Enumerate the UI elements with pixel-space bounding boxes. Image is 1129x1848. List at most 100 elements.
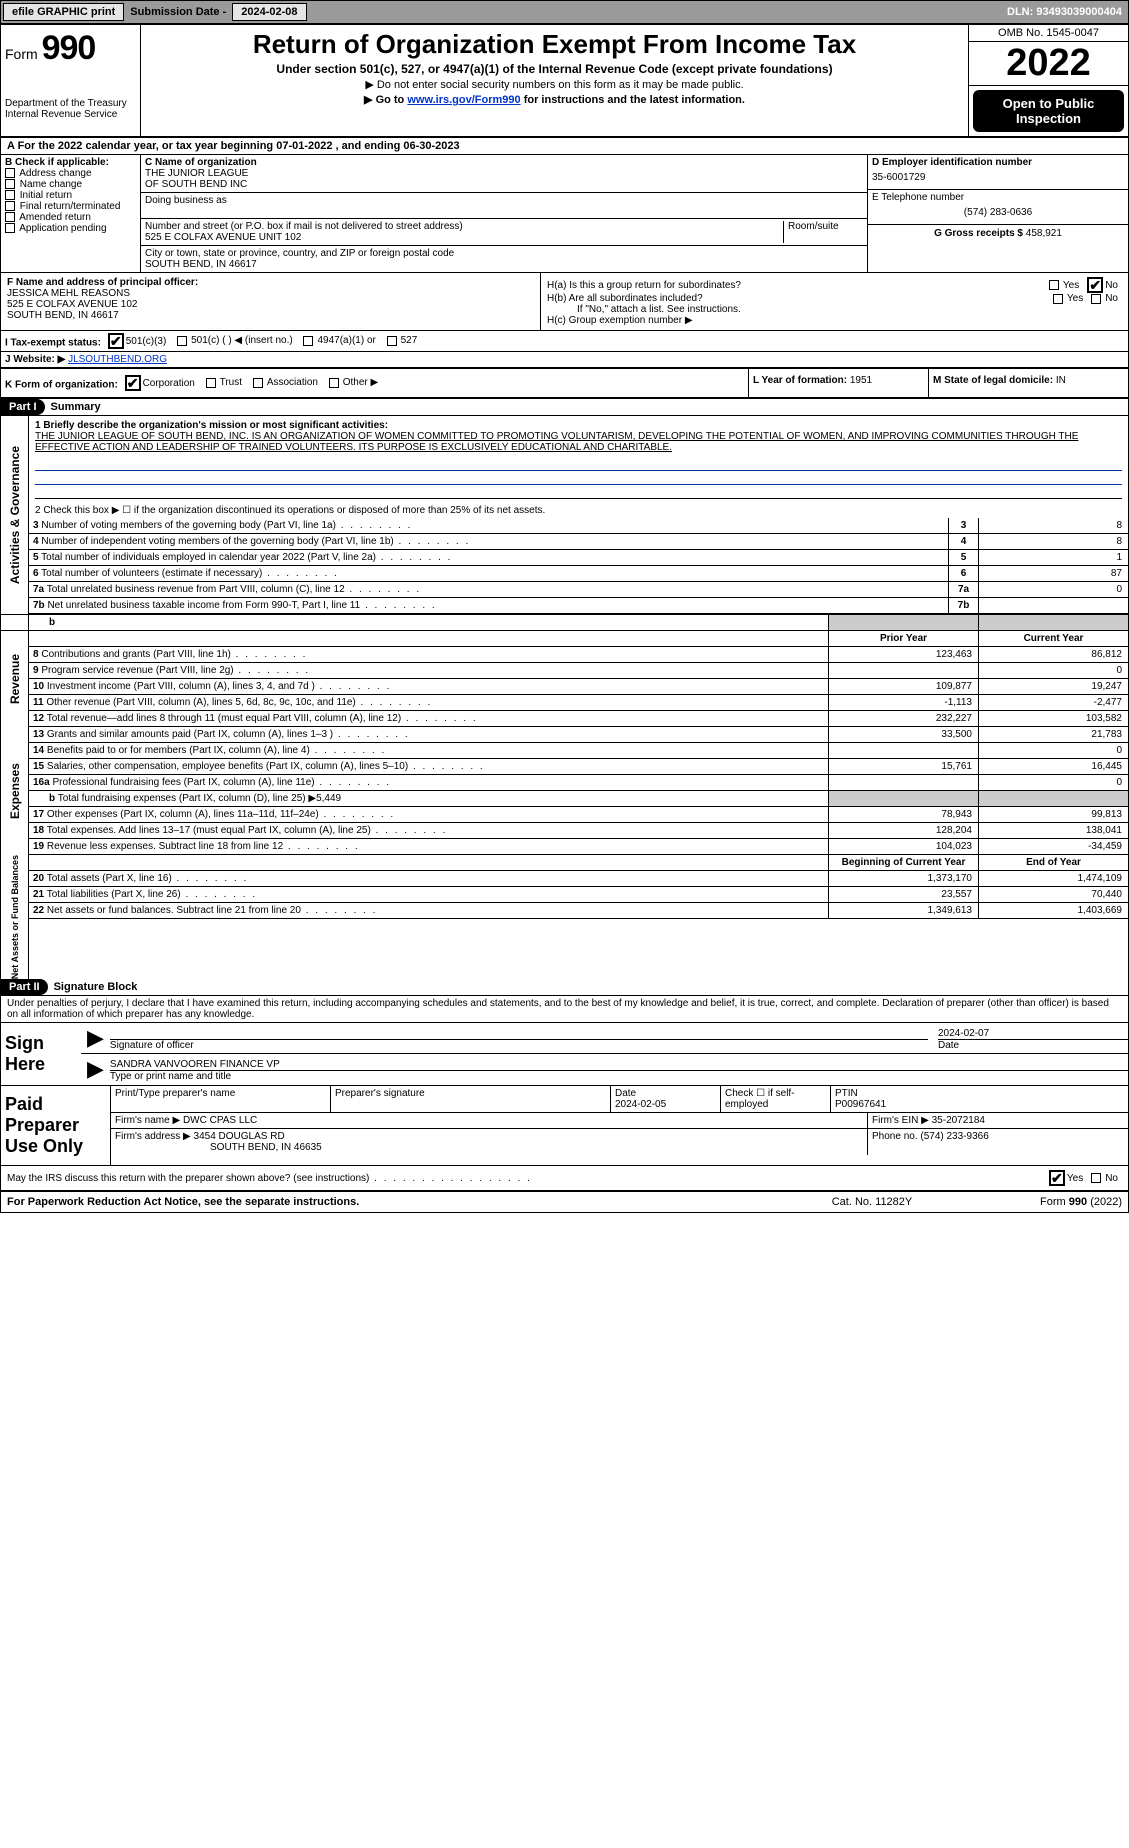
irs: Internal Revenue Service — [5, 109, 136, 120]
part1-bar: Part I Summary — [1, 399, 1128, 416]
submission-date-button[interactable]: 2024-02-08 — [232, 3, 306, 21]
website-link[interactable]: JLSOUTHBEND.ORG — [68, 354, 167, 365]
row-22: 22 Net assets or fund balances. Subtract… — [29, 903, 1128, 919]
firm-ein: Firm's EIN ▶ 35-2072184 — [868, 1113, 1128, 1128]
chk-527[interactable]: 527 — [387, 335, 418, 346]
expenses-section: Expenses 13 Grants and similar amounts p… — [1, 727, 1128, 855]
mission-lines — [29, 457, 1128, 499]
org-name-label: C Name of organization — [145, 157, 863, 168]
ein-label: D Employer identification number — [872, 157, 1124, 168]
gov-row-6: 6 Total number of volunteers (estimate i… — [29, 566, 1128, 582]
officer-addr2: SOUTH BEND, IN 46617 — [7, 310, 534, 321]
chk-address-change[interactable]: Address change — [5, 168, 136, 179]
row-21: 21 Total liabilities (Part X, line 26)23… — [29, 887, 1128, 903]
box-c: C Name of organization THE JUNIOR LEAGUE… — [141, 155, 868, 272]
chk-corporation[interactable]: Corporation — [125, 375, 195, 391]
self-employed-chk[interactable]: Check ☐ if self-employed — [721, 1086, 831, 1112]
chk-amended-return[interactable]: Amended return — [5, 212, 136, 223]
city-label: City or town, state or province, country… — [145, 248, 863, 259]
chk-application-pending[interactable]: Application pending — [5, 223, 136, 234]
line-b: b — [29, 615, 828, 630]
paperwork-notice: For Paperwork Reduction Act Notice, see … — [7, 1196, 772, 1208]
discuss-text: May the IRS discuss this return with the… — [7, 1173, 369, 1184]
header-left: Form 990 Department of the Treasury Inte… — [1, 25, 141, 136]
paid-preparer-label: Paid Preparer Use Only — [1, 1086, 111, 1165]
revenue-section: Revenue Prior Year Current Year 8 Contri… — [1, 631, 1128, 727]
form-title: Return of Organization Exempt From Incom… — [149, 29, 960, 60]
chk-final-return[interactable]: Final return/terminated — [5, 201, 136, 212]
discuss-yes[interactable]: Yes — [1049, 1170, 1083, 1186]
sig-date: 2024-02-07 — [938, 1028, 1128, 1039]
chk-4947[interactable]: 4947(a)(1) or — [303, 335, 375, 346]
chk-initial-return[interactable]: Initial return — [5, 190, 136, 201]
paid-preparer-block: Paid Preparer Use Only Print/Type prepar… — [1, 1086, 1128, 1166]
efile-print-button[interactable]: efile GRAPHIC print — [3, 3, 124, 21]
irs-link[interactable]: www.irs.gov/Form990 — [407, 94, 520, 106]
submission-date-label: Submission Date - — [126, 6, 230, 18]
row-b: b Total fundraising expenses (Part IX, c… — [29, 791, 1128, 807]
section-fh: F Name and address of principal officer:… — [1, 273, 1128, 331]
ha-yes[interactable]: Yes — [1049, 280, 1079, 291]
room-suite-label: Room/suite — [783, 221, 863, 243]
city-state-zip: SOUTH BEND, IN 46617 — [145, 259, 863, 270]
perjury-text: Under penalties of perjury, I declare th… — [1, 996, 1128, 1023]
officer-printed-name: SANDRA VANVOOREN FINANCE VP — [110, 1059, 1128, 1070]
box-f: F Name and address of principal officer:… — [1, 273, 541, 330]
box-m: M State of legal domicile: IN — [928, 369, 1128, 397]
part2-bar: Part II Signature Block — [1, 979, 1128, 996]
cat-no: Cat. No. 11282Y — [772, 1196, 972, 1208]
signature-block: Sign Here ▶ Signature of officer 2024-02… — [1, 1023, 1128, 1086]
row-18: 18 Total expenses. Add lines 13–17 (must… — [29, 823, 1128, 839]
hb-label: H(b) Are all subordinates included? — [547, 293, 1049, 304]
gov-row-4: 4 Number of independent voting members o… — [29, 534, 1128, 550]
chk-501c[interactable]: 501(c) ( ) ◀ (insert no.) — [177, 335, 293, 346]
mission-text: THE JUNIOR LEAGUE OF SOUTH BEND, INC. IS… — [35, 431, 1122, 453]
box-b: B Check if applicable: Address change Na… — [1, 155, 141, 272]
chk-association[interactable]: Association — [253, 377, 318, 388]
officer-name: JESSICA MEHL REASONS — [7, 288, 534, 299]
section-bcd: B Check if applicable: Address change Na… — [1, 155, 1128, 273]
hb-yes[interactable]: Yes — [1053, 293, 1083, 304]
hb-no[interactable]: No — [1091, 293, 1118, 304]
phone-label: E Telephone number — [872, 192, 1124, 203]
dept-treasury: Department of the Treasury — [5, 98, 136, 109]
hdr-current-year: Current Year — [978, 631, 1128, 646]
hdr-begin-year: Beginning of Current Year — [828, 855, 978, 870]
chk-other[interactable]: Other ▶ — [329, 377, 378, 388]
chk-501c3[interactable]: 501(c)(3) — [108, 333, 167, 349]
row-16a: 16a Professional fundraising fees (Part … — [29, 775, 1128, 791]
part2-hdr: Part II — [1, 979, 48, 995]
type-name-label: Type or print name and title — [110, 1070, 1128, 1082]
side-governance: Activities & Governance — [1, 416, 29, 614]
header-right: OMB No. 1545-0047 2022 Open to Public In… — [968, 25, 1128, 136]
discuss-row: May the IRS discuss this return with the… — [1, 1166, 1128, 1192]
row-9: 9 Program service revenue (Part VIII, li… — [29, 663, 1128, 679]
hc-label: H(c) Group exemption number ▶ — [547, 315, 1122, 326]
part2-title: Signature Block — [48, 981, 138, 993]
box-b-title: B Check if applicable: — [5, 157, 136, 168]
preparer-date: Date2024-02-05 — [611, 1086, 721, 1112]
side-netassets: Net Assets or Fund Balances — [1, 855, 29, 979]
form-footer: For Paperwork Reduction Act Notice, see … — [1, 1192, 1128, 1212]
part1-title: Summary — [45, 401, 101, 413]
firm-address: Firm's address ▶ 3454 DOUGLAS RD SOUTH B… — [111, 1129, 868, 1155]
box-h: H(a) Is this a group return for subordin… — [541, 273, 1128, 330]
row-14: 14 Benefits paid to or for members (Part… — [29, 743, 1128, 759]
firm-phone: Phone no. (574) 233-9366 — [868, 1129, 1128, 1155]
discuss-no[interactable]: No — [1091, 1173, 1118, 1184]
officer-addr1: 525 E COLFAX AVENUE 102 — [7, 299, 534, 310]
form-subtitle: Under section 501(c), 527, or 4947(a)(1)… — [149, 62, 960, 76]
gross-receipts-label: G Gross receipts $ — [934, 228, 1026, 239]
form-container: Form 990 Department of the Treasury Inte… — [0, 24, 1129, 1213]
row-17: 17 Other expenses (Part IX, column (A), … — [29, 807, 1128, 823]
ha-no[interactable]: No — [1087, 277, 1118, 293]
chk-name-change[interactable]: Name change — [5, 179, 136, 190]
form-footer-right: Form 990 (2022) — [972, 1196, 1122, 1208]
box-i: I Tax-exempt status: 501(c)(3) 501(c) ( … — [1, 331, 1128, 352]
box-f-label: F Name and address of principal officer: — [7, 277, 534, 288]
phone: (574) 283-0636 — [872, 203, 1124, 222]
form-number: Form 990 — [5, 29, 136, 68]
omb-number: OMB No. 1545-0047 — [969, 25, 1128, 42]
chk-trust[interactable]: Trust — [206, 377, 242, 388]
row-15: 15 Salaries, other compensation, employe… — [29, 759, 1128, 775]
